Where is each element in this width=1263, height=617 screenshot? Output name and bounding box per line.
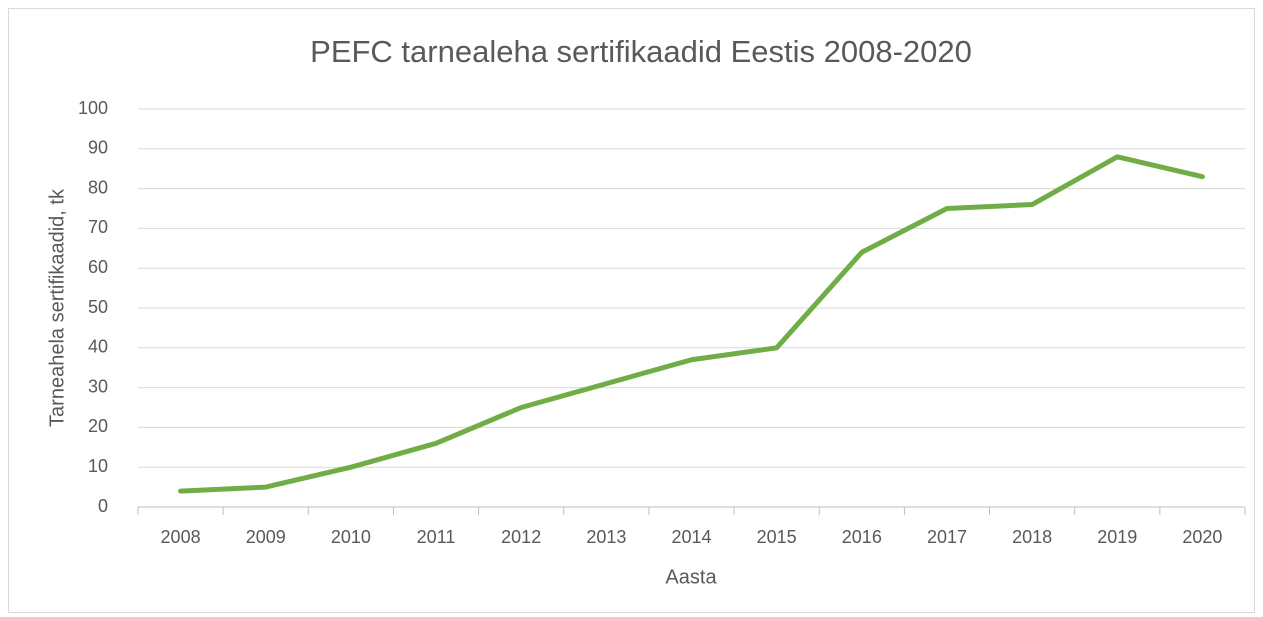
x-tick-label: 2008 bbox=[161, 527, 201, 547]
y-tick-label: 60 bbox=[88, 257, 108, 277]
chart-title: PEFC tarnealeha sertifikaadid Eestis 200… bbox=[310, 34, 972, 69]
y-tick-label: 40 bbox=[88, 337, 108, 357]
y-tick-label: 30 bbox=[88, 376, 108, 396]
x-tick-label: 2018 bbox=[1012, 527, 1052, 547]
x-axis-label: Aasta bbox=[665, 566, 717, 588]
x-tick-label: 2015 bbox=[757, 527, 797, 547]
y-tick-label: 50 bbox=[88, 297, 108, 317]
data-line bbox=[178, 154, 1205, 494]
x-tick-label: 2019 bbox=[1097, 527, 1137, 547]
x-tick-label: 2011 bbox=[417, 527, 456, 547]
x-tick-label: 2013 bbox=[586, 527, 626, 547]
y-tick-label: 100 bbox=[78, 98, 108, 118]
y-tick-label: 0 bbox=[98, 496, 108, 516]
y-tick-label: 70 bbox=[88, 217, 108, 237]
x-tick-label: 2010 bbox=[331, 527, 371, 547]
x-tick-label: 2016 bbox=[842, 527, 882, 547]
chart-border bbox=[8, 8, 1255, 613]
y-axis-label: Tarneahela sertifikaadid, tk bbox=[46, 188, 68, 427]
x-tick-label: 2017 bbox=[927, 527, 967, 547]
x-tick-label: 2009 bbox=[246, 527, 286, 547]
x-tick-label: 2020 bbox=[1182, 527, 1222, 547]
y-tick-label: 90 bbox=[88, 138, 108, 158]
y-tick-label: 10 bbox=[88, 456, 108, 476]
x-tick-label: 2014 bbox=[671, 527, 711, 547]
x-tick-label: 2012 bbox=[501, 527, 541, 547]
y-tick-label: 80 bbox=[88, 177, 108, 197]
y-tick-label: 20 bbox=[88, 416, 108, 436]
